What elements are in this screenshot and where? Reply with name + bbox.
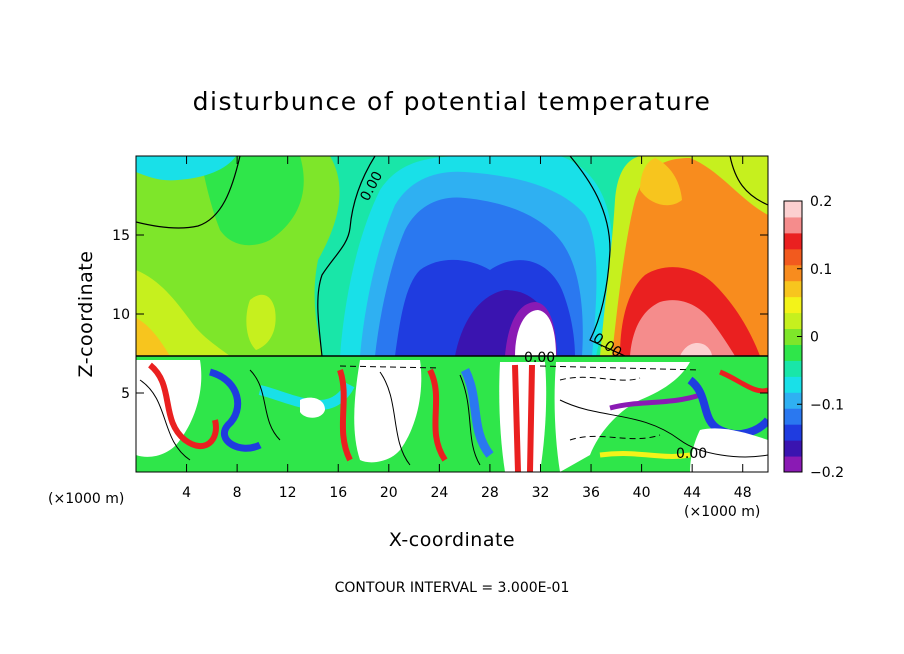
contour-zero-right: [729, 156, 768, 206]
field-lower-white-d: [499, 362, 547, 472]
field-white-right: [680, 343, 712, 356]
contour-zero-dome-right: [569, 156, 626, 357]
colorbar-swatch: [784, 328, 802, 345]
field-lower-yellow-a: [599, 451, 691, 459]
colorbar-swatch: [784, 280, 802, 298]
colorbar-tick-label: 0.1: [810, 262, 832, 278]
colorbar-swatch: [784, 264, 802, 282]
field-lower-red-c: [427, 368, 448, 462]
colorbar-swatch: [784, 344, 802, 361]
x-tick-label: 36: [582, 485, 600, 501]
x-tick-label: 48: [734, 485, 752, 501]
y-axis-label: Z-coordinate: [75, 251, 97, 378]
colorbar-tick-label: −0.1: [810, 397, 844, 413]
field-yellow-mid: [246, 294, 276, 350]
colorbar-swatch: [784, 360, 802, 377]
colorbar-swatch: [784, 440, 802, 457]
field-white-core: [515, 310, 556, 356]
contour-label-lower: 0.00: [676, 446, 707, 462]
x-tick-label: 20: [380, 485, 398, 501]
field-lower-red-a: [147, 362, 219, 449]
field-green-upper: [200, 156, 304, 246]
field-lower-white-b: [300, 397, 325, 418]
colorbar-swatch: [784, 216, 802, 234]
field-cyan-topleft: [136, 156, 236, 181]
colorbar-swatch: [784, 312, 802, 330]
plot-area: 0.00 0.00 0.00 0.00: [136, 156, 768, 472]
x-tick-label: 8: [233, 485, 242, 501]
colorbar-tick-label: −0.2: [810, 465, 844, 481]
x-unit-label-right: (×1000 m): [684, 504, 760, 520]
chart-title: disturbunce of potential temperature: [193, 87, 712, 116]
y-tick-label: 10: [112, 307, 130, 323]
colorbar-swatch: [784, 232, 802, 250]
colorbar-swatch: [784, 456, 802, 473]
x-axis-ticks: 4 8 12 16 20 24 28 32 36 40 44 48: [182, 156, 752, 501]
field-yellow-left: [136, 270, 230, 356]
colorbar-swatch: [784, 376, 802, 393]
x-tick-label: 28: [481, 485, 499, 501]
field-lower-purple-a: [609, 392, 701, 411]
y-tick-label: 5: [121, 386, 130, 402]
field-lower-blue-b: [460, 367, 494, 458]
colorbar-swatch: [784, 424, 802, 441]
field-lower-red-d: [512, 364, 535, 472]
colorbar: 0.2 0.1 0 −0.1 −0.2: [783, 194, 844, 481]
colorbar-swatch: [784, 248, 802, 266]
x-axis-label: X-coordinate: [389, 529, 515, 551]
x-tick-label: 16: [329, 485, 347, 501]
y-tick-label: 15: [112, 228, 130, 244]
x-tick-label: 32: [532, 485, 550, 501]
contour-zero-dome-left: [317, 156, 376, 357]
field-lower-blue-a: [208, 368, 262, 452]
contour-zero-left: [136, 156, 241, 229]
colorbar-tick-label: 0: [810, 330, 819, 346]
field-orange-left: [136, 318, 170, 356]
colorbar-tick-label: 0.2: [810, 194, 832, 210]
colorbar-swatch: [784, 296, 802, 314]
colorbar-swatch: [784, 392, 802, 409]
x-tick-label: 4: [182, 485, 191, 501]
field-lower-red-e: [719, 369, 768, 394]
x-tick-label: 24: [430, 485, 448, 501]
colorbar-swatch: [784, 408, 802, 425]
y-axis-ticks: 5 10 15: [112, 228, 768, 402]
field-lower-white-e: [554, 362, 690, 472]
contour-label-interface: 0.00: [524, 350, 555, 366]
x-tick-label: 40: [633, 485, 651, 501]
x-tick-label: 12: [279, 485, 297, 501]
contour-lower-solid: [139, 369, 768, 466]
x-tick-label: 44: [683, 485, 701, 501]
field-pink-right: [630, 300, 735, 356]
contour-lower-dashed: [339, 365, 701, 441]
footer-contour-interval: CONTOUR INTERVAL = 3.000E-01: [335, 580, 570, 596]
field-lower-white-c: [354, 360, 422, 463]
colorbar-swatch: [784, 201, 802, 218]
field-lower-white-f: [690, 428, 768, 472]
field-lower-red-b: [337, 369, 353, 462]
x-unit-label-left: (×1000 m): [48, 491, 124, 507]
field-lightorange-right: [640, 158, 682, 206]
